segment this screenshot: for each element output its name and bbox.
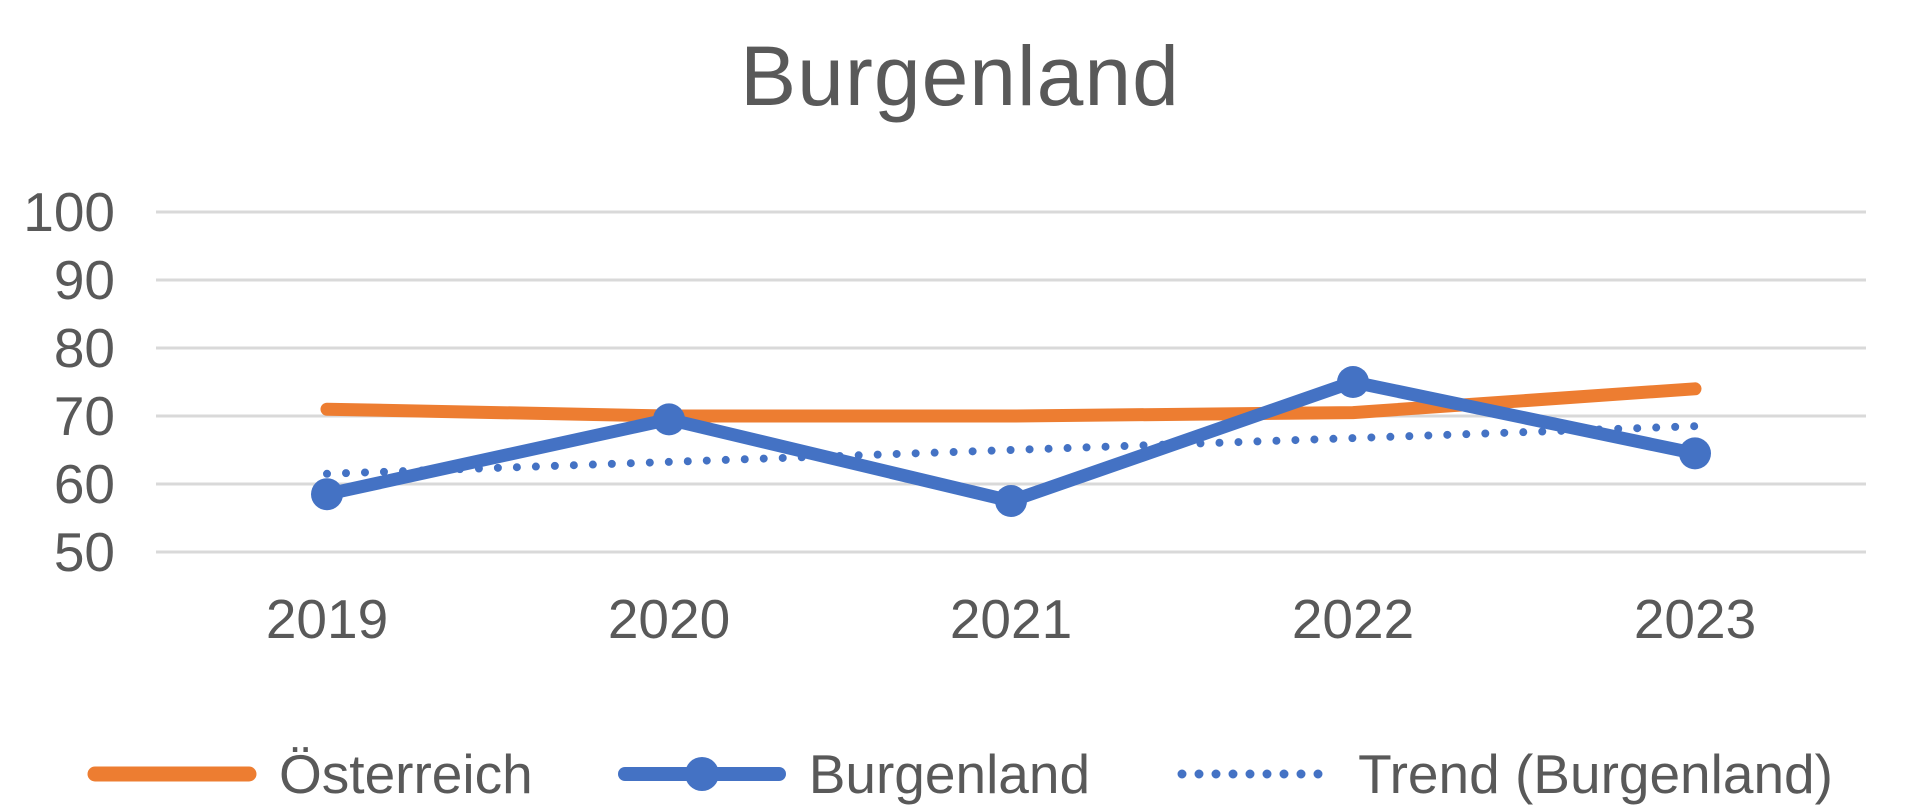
legend-item-trend-burgenland: Trend (Burgenland) [1174,742,1833,806]
x-axis-tick-label: 2020 [608,588,730,650]
series-line-dotted [323,422,1699,478]
legend-marker-dot-icon [684,757,719,791]
legend-label-trend-burgenland: Trend (Burgenland) [1358,743,1833,805]
y-axis-tick-label: 80 [54,317,115,379]
x-axis-tick-label: 2023 [1634,588,1756,650]
x-axis-tick-label: 2021 [950,588,1072,650]
legend: Österreich Burgenland Trend (Burgenland) [0,742,1920,806]
legend-swatch-solid-line-icon [87,766,257,782]
legend-label-burgenland: Burgenland [808,743,1091,805]
legend-swatch-dotted-line-icon [1177,769,1335,779]
legend-label-oesterreich: Österreich [279,743,533,805]
legend-item-burgenland: Burgenland [617,742,1090,806]
data-point-marker [995,485,1027,517]
chart-title: Burgenland [740,29,1180,123]
y-axis-tick-label: 90 [54,249,115,311]
x-axis-tick-label: 2019 [266,588,388,650]
y-axis-tick-label: 100 [23,181,115,243]
y-axis-tick-label: 70 [54,385,115,447]
y-axis-tick-label: 50 [54,521,115,583]
data-point-marker [653,403,685,436]
data-point-marker [311,478,343,511]
y-axis-tick-label: 60 [54,453,115,515]
legend-item-oesterreich: Österreich [87,742,533,806]
data-point-marker [1337,366,1369,398]
legend-swatch-marker-line-icon [617,757,786,791]
data-point-marker [1679,437,1711,470]
x-axis-tick-label: 2022 [1292,588,1414,650]
